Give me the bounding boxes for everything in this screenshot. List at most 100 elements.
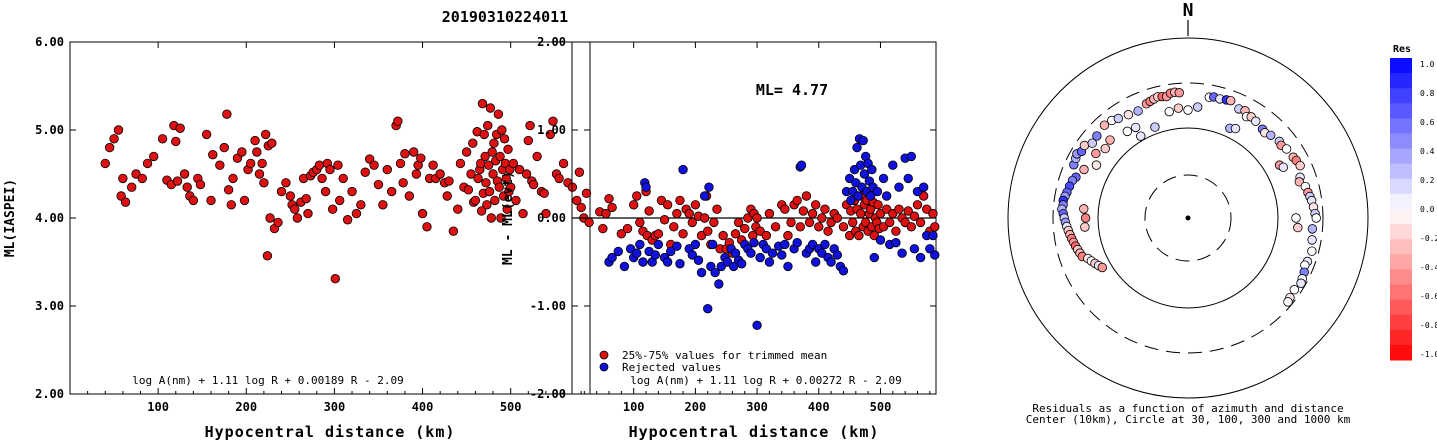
residual-point-blue xyxy=(918,182,929,192)
ml-point-red xyxy=(554,173,564,184)
ml-point-red xyxy=(118,173,128,184)
residual-point-blue xyxy=(852,142,862,153)
ml-point-red xyxy=(175,123,185,133)
colorbar-tick-label: -0.2 xyxy=(1420,234,1437,243)
residual-point xyxy=(1079,204,1089,214)
y-axis-label: ML(IASPEI) xyxy=(3,179,18,257)
residual-point-blue xyxy=(650,250,660,260)
ml-point-red xyxy=(290,204,300,214)
residual-point-blue xyxy=(641,182,651,192)
ml-point-red xyxy=(281,178,291,188)
colorbar-swatch xyxy=(1390,239,1412,255)
ml-point-red xyxy=(320,186,331,197)
residual-point xyxy=(1230,123,1241,134)
residual-point xyxy=(1150,122,1160,132)
residual-point xyxy=(1174,88,1184,98)
residual-point-red xyxy=(848,217,858,228)
ml-point-red xyxy=(481,178,491,188)
ml-point-red xyxy=(259,178,269,188)
residual-point xyxy=(1100,143,1110,154)
residual-point-blue xyxy=(832,250,842,260)
residual-point-blue xyxy=(714,279,724,289)
ml-point-red xyxy=(532,151,542,162)
ml-point-red xyxy=(208,149,218,160)
residual-point-blue xyxy=(635,239,645,250)
residual-point-red xyxy=(752,213,762,223)
ml-point-red xyxy=(508,158,519,169)
ml-point-red xyxy=(262,251,273,261)
residual-point xyxy=(1164,106,1174,117)
ml-point-red xyxy=(126,182,137,192)
x-tick-label: 400 xyxy=(808,400,830,414)
residual-point-blue xyxy=(915,252,926,263)
distance-rings xyxy=(1007,37,1369,399)
residual-point-red xyxy=(628,200,639,210)
ml-point-red xyxy=(303,208,313,219)
x-tick-label: 200 xyxy=(685,400,707,414)
colorbar-swatch xyxy=(1390,118,1412,134)
residual-point-red xyxy=(598,223,608,234)
ml-point-red xyxy=(489,138,499,148)
residual-point xyxy=(1289,285,1300,295)
residual-point-red xyxy=(894,204,904,214)
ml-point-red xyxy=(149,151,159,162)
point-layer xyxy=(595,134,940,331)
colorbar-tick-label: -0.8 xyxy=(1420,321,1437,330)
ml-point-red xyxy=(404,191,415,201)
epicenter-marker xyxy=(1185,215,1191,221)
ml-point-red xyxy=(386,186,397,197)
residual-point-red xyxy=(817,213,827,223)
residual-point xyxy=(1283,297,1293,307)
ml-point-red xyxy=(237,147,247,157)
residual-point-red xyxy=(684,208,694,219)
y-axis-label: ML - ML(evt) xyxy=(501,171,516,265)
residual-point-red xyxy=(669,222,679,232)
residual-point-blue xyxy=(672,241,682,251)
ml-point-red xyxy=(360,167,370,177)
residual-point xyxy=(1295,161,1305,171)
ml-point-red xyxy=(260,129,271,140)
ml-point-red xyxy=(109,134,119,144)
ml-point-red xyxy=(528,179,539,190)
legend-entry-rejected: Rejected values xyxy=(622,361,721,374)
ml-point-red xyxy=(327,204,338,214)
colorbar-tick-label: -0.6 xyxy=(1420,292,1437,301)
residual-point xyxy=(1291,213,1301,223)
x-tick-label: 300 xyxy=(324,400,346,414)
ml-point-red xyxy=(483,120,493,131)
residual-point-blue xyxy=(690,239,701,250)
residual-point-blue xyxy=(746,248,756,258)
residual-point-blue xyxy=(853,191,863,201)
ml-point-red xyxy=(172,176,183,186)
residual-point-red xyxy=(912,200,923,210)
residual-point-blue xyxy=(619,261,630,272)
ml-point-red xyxy=(493,109,504,119)
colorbar-swatch xyxy=(1390,254,1412,270)
residual-point-blue xyxy=(875,235,886,245)
residual-point-red xyxy=(915,217,926,228)
ml-point-red xyxy=(393,116,403,126)
residual-point-red xyxy=(909,211,920,221)
colorbar-swatch xyxy=(1390,344,1412,361)
residual-point-red xyxy=(807,208,818,219)
residual-point xyxy=(1080,222,1090,232)
residual-point xyxy=(1281,144,1292,154)
ml-point-red xyxy=(463,185,474,195)
residual-point xyxy=(1226,95,1236,106)
residual-point-blue xyxy=(888,160,898,170)
ml-point-red xyxy=(317,173,327,184)
residual-point xyxy=(1136,131,1146,141)
residual-point-red xyxy=(885,217,895,228)
residual-point-red xyxy=(730,229,741,239)
ml-point-red xyxy=(104,142,115,153)
ml-point-red xyxy=(521,169,532,179)
residual-point xyxy=(1293,222,1303,233)
residual-point-red xyxy=(891,226,901,236)
ml-point-red xyxy=(485,103,496,113)
ml-point-red xyxy=(487,147,497,157)
ml-point-red xyxy=(576,202,586,213)
ml-point-red xyxy=(252,147,262,157)
ml-point-red xyxy=(473,173,483,184)
residual-point-blue xyxy=(662,257,673,267)
